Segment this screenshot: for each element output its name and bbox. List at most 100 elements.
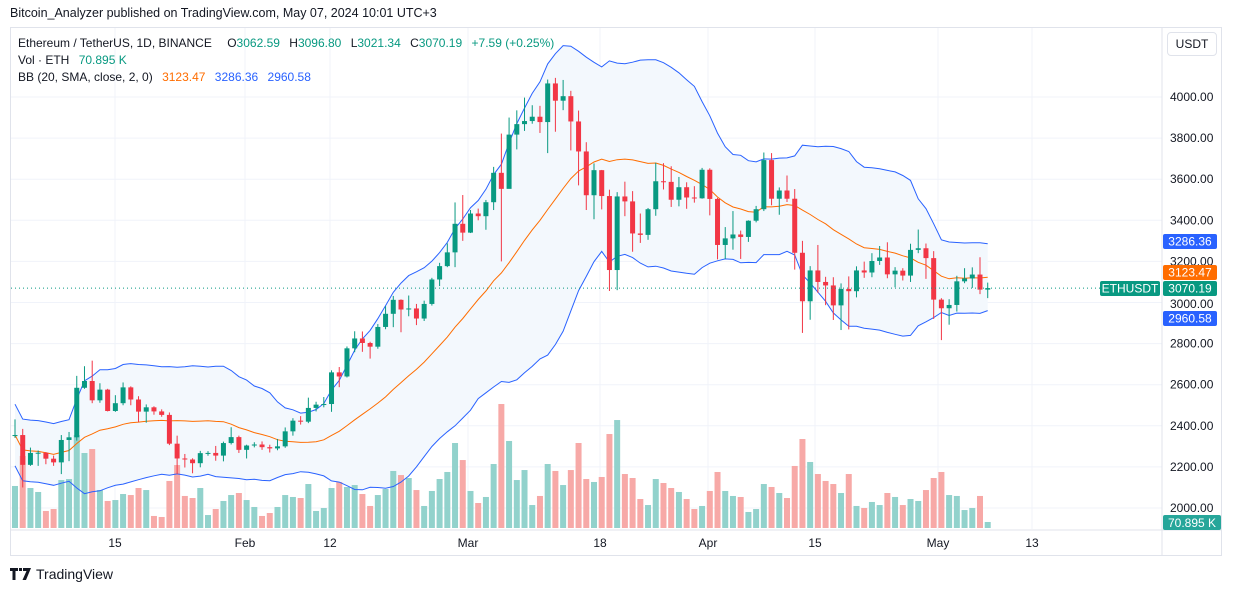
candle-body xyxy=(336,372,342,377)
candle-body xyxy=(267,447,273,449)
volume-bar xyxy=(868,501,875,528)
volume-bar xyxy=(675,491,682,528)
volume-bar xyxy=(150,515,157,528)
last-price-tag-label: 3070.19 xyxy=(1168,282,1212,296)
legend-bb-row[interactable]: BB (20, SMA, close, 2, 0) 3123.47 3286.3… xyxy=(18,69,554,86)
volume-bar xyxy=(652,479,659,528)
time-tick-label: Apr xyxy=(699,536,718,550)
candle-body xyxy=(491,172,497,203)
symbol-title[interactable]: Ethereum / TetherUS, 1D, BINANCE xyxy=(18,36,212,50)
volume-bar xyxy=(606,434,613,528)
candle-body xyxy=(846,288,852,292)
candle-body xyxy=(838,288,844,306)
candle-body xyxy=(205,452,211,454)
price-axis[interactable]: 4000.00 3800.00 3600.00 3400.00 3200.00 3000.… xyxy=(1170,90,1214,515)
volume-bar xyxy=(359,494,366,528)
candle-body xyxy=(390,299,396,314)
candle-body xyxy=(877,257,883,261)
candle-body xyxy=(89,381,95,401)
volume-bar xyxy=(367,505,374,528)
lower-band-tag-label: 2960.58 xyxy=(1168,312,1212,326)
candle-body xyxy=(514,124,520,135)
candle-body xyxy=(35,452,41,454)
bollinger-fill xyxy=(15,45,988,494)
price-tick-label: 2800.00 xyxy=(1170,337,1214,351)
candle-body xyxy=(66,437,72,440)
candle-body xyxy=(105,389,111,412)
volume-bar xyxy=(135,488,142,528)
candle-body xyxy=(630,201,636,234)
candle-body xyxy=(545,83,551,123)
volume-bar xyxy=(984,521,991,528)
candle-body xyxy=(745,220,751,237)
volume-bar xyxy=(73,435,80,528)
candle-body xyxy=(892,270,898,275)
time-axis[interactable]: 15 Feb 12 Mar 18 Apr 15 May 13 xyxy=(108,536,1039,550)
volume-bar xyxy=(660,483,667,528)
candle-body xyxy=(120,387,126,404)
candle-body xyxy=(220,443,226,456)
volume-bar xyxy=(567,470,574,528)
candle-body xyxy=(406,308,412,310)
candle-body xyxy=(444,252,450,267)
volume-bar xyxy=(737,496,744,528)
candle-body xyxy=(730,234,736,239)
candle-body xyxy=(437,266,443,280)
volume-bar xyxy=(413,490,420,528)
price-tick-label: 2000.00 xyxy=(1170,501,1214,515)
volume-bar xyxy=(189,498,196,528)
volume-bar xyxy=(946,495,953,528)
price-tags: ETHUSDT 3286.36 3123.47 3070.19 2960.58 … xyxy=(1100,234,1221,530)
candle-body xyxy=(931,258,937,300)
currency-button[interactable]: USDT xyxy=(1167,32,1217,56)
volume-bar xyxy=(467,490,474,528)
symbol-tag-label: ETHUSDT xyxy=(1102,282,1159,296)
volume-bar xyxy=(861,508,868,528)
volume-bar xyxy=(799,439,806,528)
candle-body xyxy=(398,299,404,310)
candle-body xyxy=(660,181,666,183)
volume-bar xyxy=(560,485,567,528)
lower-band-tag: 2960.58 xyxy=(1163,311,1217,326)
volume-bar xyxy=(884,493,891,528)
volume-bar xyxy=(552,470,559,528)
volume-bar xyxy=(506,440,513,528)
candle-body xyxy=(853,270,859,292)
candle-body xyxy=(298,420,304,422)
candle-body xyxy=(537,116,543,123)
tradingview-footer[interactable]: TradingView xyxy=(10,566,113,582)
open-label: O xyxy=(227,36,237,50)
candle-body xyxy=(383,313,389,327)
candle-body xyxy=(884,257,890,275)
volume-bar xyxy=(645,505,652,528)
close-label: C xyxy=(410,36,419,50)
candle-body xyxy=(259,444,265,448)
basis-tag: 3123.47 xyxy=(1163,265,1217,280)
price-tick-label: 3200.00 xyxy=(1170,254,1214,268)
volume-bar xyxy=(814,474,821,528)
volume-bar xyxy=(120,494,127,528)
volume-bar xyxy=(374,495,381,528)
volume-bar xyxy=(977,495,983,528)
volume-bar xyxy=(475,503,482,528)
volume-bar xyxy=(158,516,165,528)
volume-bars xyxy=(12,404,991,528)
volume-bar xyxy=(166,480,173,528)
candle-body xyxy=(143,407,149,412)
candle-body xyxy=(128,387,134,400)
candle-body xyxy=(305,407,311,422)
candle-body xyxy=(915,248,921,250)
legend-volume-row[interactable]: Vol · ETH 70.895 K xyxy=(18,52,554,69)
volume-tag-label: 70.895 K xyxy=(1168,516,1216,530)
volume-bar xyxy=(289,496,296,528)
volume-bar xyxy=(436,479,443,528)
price-tick-label: 3000.00 xyxy=(1170,297,1214,311)
volume-bar xyxy=(722,490,729,528)
volume-bar xyxy=(421,505,428,528)
high-value: 3096.80 xyxy=(297,36,342,50)
candle-body xyxy=(313,404,319,408)
legend-symbol-row[interactable]: Ethereum / TetherUS, 1D, BINANCE O3062.5… xyxy=(18,35,554,52)
volume-bar xyxy=(591,481,597,528)
volume-bar xyxy=(228,495,235,528)
